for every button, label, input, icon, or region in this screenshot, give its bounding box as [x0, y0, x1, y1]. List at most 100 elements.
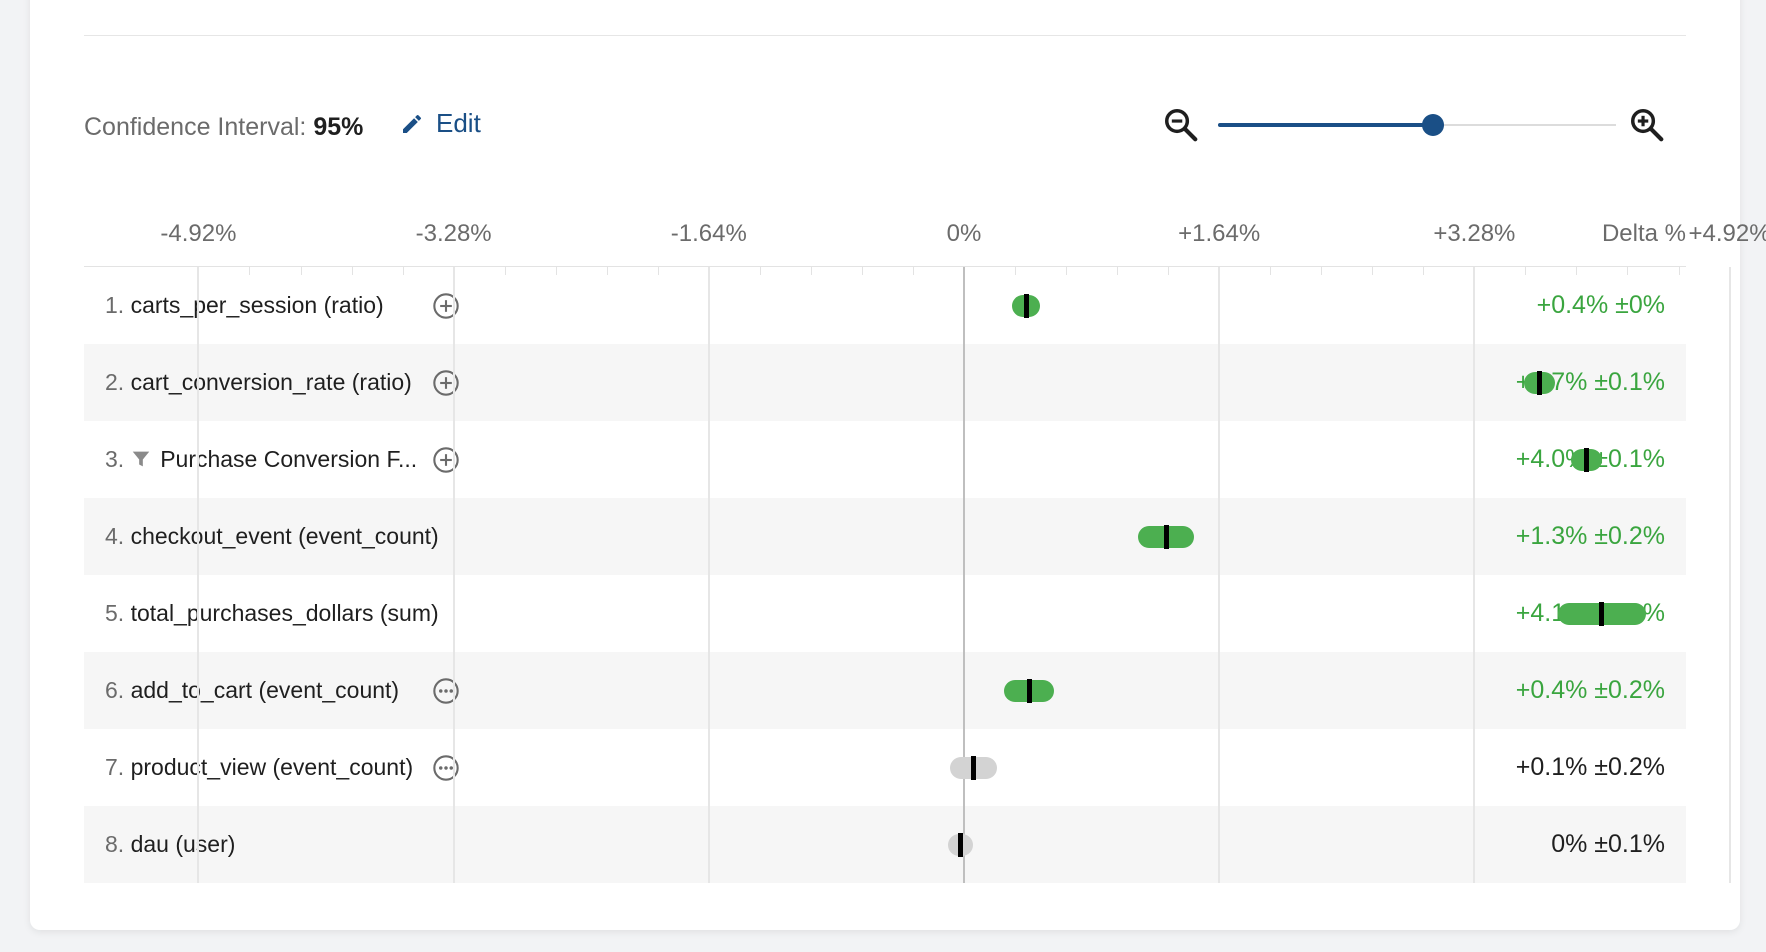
metric-name: add_to_cart (event_count) — [130, 677, 400, 703]
zoom-slider-thumb[interactable] — [1421, 114, 1444, 136]
axis-minor-tick — [504, 267, 506, 275]
zoom-slider[interactable] — [1218, 110, 1616, 140]
metric-row[interactable]: 7. product_view (event_count) +0.1% ±0.2% — [84, 729, 1686, 806]
axis-tick-label: +3.28% — [1433, 220, 1516, 247]
metric-row[interactable]: 5. total_purchases_dollars (sum)+4.1% ±0… — [84, 575, 1686, 652]
axis-minor-tick — [810, 267, 812, 275]
axis-tick-label: +1.64% — [1178, 220, 1261, 247]
confidence-interval: Confidence Interval: 95% — [84, 110, 363, 144]
plus-circle-icon[interactable] — [432, 292, 460, 320]
metric-delta: 0% ±0.1% — [1551, 830, 1665, 858]
axis-minor-tick — [1576, 267, 1578, 275]
metric-number: 6. — [105, 677, 125, 703]
metric-delta: +0.4% ±0% — [1536, 291, 1665, 319]
metric-label: 2. cart_conversion_rate (ratio) — [105, 344, 412, 421]
header-divider — [84, 266, 1686, 267]
edit-label: Edit — [436, 108, 481, 138]
metric-number: 4. — [105, 523, 125, 549]
point-estimate-marker — [970, 755, 976, 780]
axis-tick-label: -3.28% — [415, 220, 492, 247]
metric-number: 2. — [105, 369, 125, 395]
metric-name: carts_per_session (ratio) — [130, 292, 384, 318]
point-estimate-marker — [958, 832, 964, 857]
metric-name: total_purchases_dollars (sum) — [130, 600, 439, 626]
point-estimate-marker — [1599, 601, 1605, 626]
axis-minor-tick — [1015, 267, 1017, 275]
axis-minor-tick — [1372, 267, 1374, 275]
zoom-slider-fill — [1218, 123, 1433, 127]
metric-name: cart_conversion_rate (ratio) — [130, 369, 412, 395]
point-estimate-marker — [1537, 370, 1543, 395]
metric-delta: +1.3% ±0.2% — [1515, 522, 1665, 550]
axis-minor-tick — [1066, 267, 1068, 275]
metric-number: 3. — [105, 446, 125, 472]
metric-label: 4. checkout_event (event_count) — [105, 498, 439, 575]
point-estimate-marker — [1163, 524, 1169, 549]
metric-label: 6. add_to_cart (event_count) — [105, 652, 399, 729]
metric-label: 8. dau (user) — [105, 806, 235, 883]
edit-confidence-button[interactable]: Edit — [400, 108, 481, 139]
more-circle-icon[interactable] — [432, 754, 460, 782]
metric-row[interactable]: 6. add_to_cart (event_count) +0.4% ±0.2% — [84, 652, 1686, 729]
metric-label: 7. product_view (event_count) — [105, 729, 413, 806]
zero-line — [963, 267, 965, 883]
axis-tick-label: 0% — [946, 220, 982, 247]
gridline — [1218, 267, 1221, 883]
metric-delta: +0.4% ±0.2% — [1515, 676, 1665, 704]
confidence-interval-label: Confidence Interval: — [84, 113, 307, 141]
axis-minor-tick — [1168, 267, 1170, 275]
metric-row[interactable]: 3. Purchase Conversion F... +4.0% ±0.1% — [84, 421, 1686, 498]
metric-delta: +0.1% ±0.2% — [1515, 753, 1665, 781]
results-card — [30, 0, 1740, 930]
axis-minor-tick — [1321, 267, 1323, 275]
axis-minor-tick — [351, 267, 353, 275]
axis-minor-tick — [300, 267, 302, 275]
axis-minor-tick — [249, 267, 251, 275]
metric-name: Purchase Conversion F... — [160, 446, 418, 472]
zoom-in-icon[interactable] — [1628, 106, 1666, 144]
axis-minor-tick — [1423, 267, 1425, 275]
filter-icon — [132, 451, 150, 467]
metric-number: 8. — [105, 831, 125, 857]
point-estimate-marker — [1026, 678, 1032, 703]
metric-label: 3. Purchase Conversion F... — [105, 421, 417, 498]
plus-circle-icon[interactable] — [432, 446, 460, 474]
zoom-out-icon[interactable] — [1162, 106, 1200, 144]
axis-minor-tick — [1678, 267, 1680, 275]
metric-row[interactable]: 4. checkout_event (event_count) +1.3% ±0.… — [84, 498, 1686, 575]
axis-minor-tick — [1270, 267, 1272, 275]
axis-minor-tick — [606, 267, 608, 275]
delta-column-header: Delta % — [1601, 220, 1686, 247]
point-estimate-marker — [1583, 447, 1589, 472]
metric-number: 7. — [105, 754, 125, 780]
axis-minor-tick — [1525, 267, 1527, 275]
axis-minor-tick — [657, 267, 659, 275]
plus-circle-icon[interactable] — [432, 369, 460, 397]
metric-name: dau (user) — [130, 831, 236, 857]
metric-label: 1. carts_per_session (ratio) — [105, 267, 384, 344]
metric-label: 5. total_purchases_dollars (sum) — [105, 575, 439, 652]
axis-tick-label: -4.92% — [160, 220, 237, 247]
metric-row[interactable]: 1. carts_per_session (ratio) +0.4% ±0% — [84, 267, 1686, 344]
metric-name: checkout_event (event_count) — [130, 523, 439, 549]
axis-tick-label: -1.64% — [670, 220, 747, 247]
axis-minor-tick — [1117, 267, 1119, 275]
axis-minor-tick — [402, 267, 404, 275]
metric-number: 5. — [105, 600, 125, 626]
axis-minor-tick — [861, 267, 863, 275]
metric-row[interactable]: 2. cart_conversion_rate (ratio) +3.7% ±0.… — [84, 344, 1686, 421]
axis-minor-tick — [555, 267, 557, 275]
metric-row[interactable]: 8. dau (user) 0% ±0.1% — [84, 806, 1686, 883]
axis-tick-label: +4.92% — [1688, 220, 1766, 247]
gridline — [1728, 267, 1731, 883]
divider — [84, 35, 1686, 36]
gridline — [707, 267, 710, 883]
axis-minor-tick — [912, 267, 914, 275]
pencil-icon — [403, 114, 422, 133]
gridline — [197, 267, 200, 883]
more-circle-icon[interactable] — [432, 677, 460, 705]
gridline — [1473, 267, 1476, 883]
axis-minor-tick — [759, 267, 761, 275]
metric-number: 1. — [105, 292, 125, 318]
axis-minor-tick — [1627, 267, 1629, 275]
